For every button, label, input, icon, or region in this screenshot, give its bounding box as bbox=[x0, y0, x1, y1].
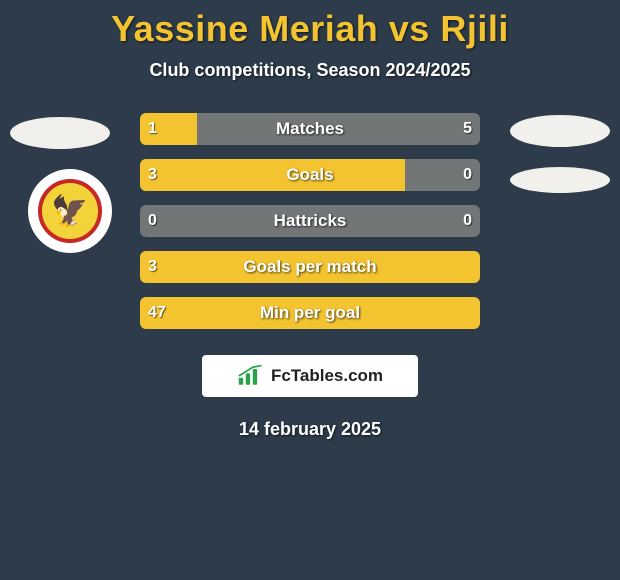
stat-bar: 30Goals bbox=[140, 159, 480, 191]
player-right-placeholder-icon bbox=[510, 115, 610, 147]
club-badge-emoji-icon: 🦅 bbox=[51, 194, 88, 229]
stat-right-value: 5 bbox=[455, 113, 480, 145]
date-text: 14 february 2025 bbox=[0, 419, 620, 440]
stat-bar-left-seg bbox=[140, 205, 480, 237]
brand-box: FcTables.com bbox=[202, 355, 418, 397]
club-badge-left: 🦅 bbox=[28, 169, 112, 253]
stat-bar-left-seg bbox=[140, 251, 480, 283]
stat-bar-right-seg bbox=[197, 113, 480, 145]
stat-bar-left-seg bbox=[140, 297, 480, 329]
stat-left-value: 47 bbox=[140, 297, 174, 329]
infographic: Yassine Meriah vs Rjili Club competition… bbox=[0, 0, 620, 580]
brand-chart-icon bbox=[237, 365, 265, 387]
stat-bars: 15Matches30Goals00Hattricks3Goals per ma… bbox=[140, 113, 480, 329]
stat-left-value: 1 bbox=[140, 113, 165, 145]
stat-left-value: 3 bbox=[140, 159, 165, 191]
player-left-placeholder-icon bbox=[10, 117, 110, 149]
page-title: Yassine Meriah vs Rjili bbox=[0, 0, 620, 50]
stat-bar: 00Hattricks bbox=[140, 205, 480, 237]
stat-right-value: 0 bbox=[455, 159, 480, 191]
stat-bar: 3Goals per match bbox=[140, 251, 480, 283]
stat-bar-left-seg bbox=[140, 159, 405, 191]
player-right-club-placeholder-icon bbox=[510, 167, 610, 193]
stat-bar: 15Matches bbox=[140, 113, 480, 145]
brand-text: FcTables.com bbox=[271, 366, 383, 386]
stat-right-value: 0 bbox=[455, 205, 480, 237]
stat-left-value: 0 bbox=[140, 205, 165, 237]
comparison-area: 🦅 15Matches30Goals00Hattricks3Goals per … bbox=[0, 113, 620, 333]
stat-bar: 47Min per goal bbox=[140, 297, 480, 329]
stat-left-value: 3 bbox=[140, 251, 165, 283]
club-badge-inner: 🦅 bbox=[42, 183, 98, 239]
subtitle: Club competitions, Season 2024/2025 bbox=[0, 60, 620, 81]
